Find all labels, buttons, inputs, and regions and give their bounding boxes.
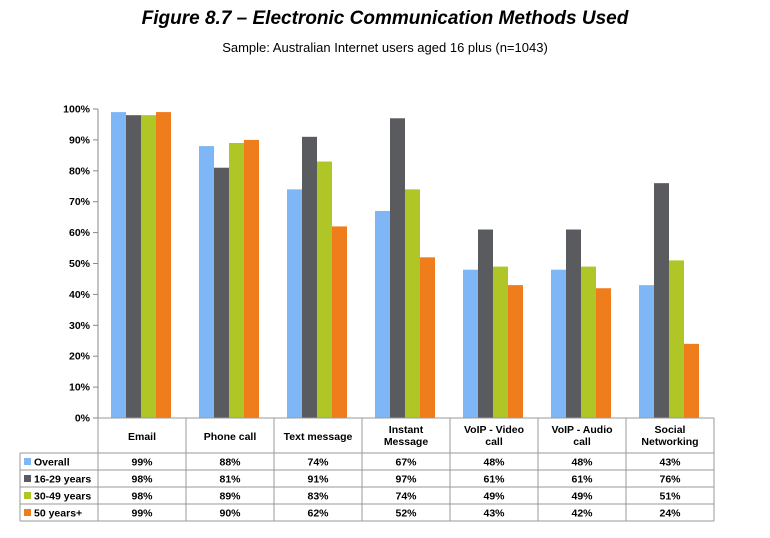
data-label: 49% bbox=[571, 490, 593, 502]
legend-swatch bbox=[24, 492, 31, 499]
legend-swatch bbox=[24, 458, 31, 465]
y-tick-label: 70% bbox=[69, 196, 91, 208]
bar-30-49-years bbox=[317, 161, 332, 418]
x-category-label: Social bbox=[655, 424, 686, 436]
bar-16-29-years bbox=[566, 229, 581, 418]
data-label: 97% bbox=[395, 473, 417, 485]
bar-50-years- bbox=[596, 288, 611, 418]
x-category-label: Phone call bbox=[204, 431, 257, 443]
y-tick-label: 50% bbox=[69, 258, 91, 270]
bar-overall bbox=[639, 285, 654, 418]
bar-overall bbox=[111, 112, 126, 418]
bar-16-29-years bbox=[302, 136, 317, 418]
bar-16-29-years bbox=[654, 183, 669, 418]
legend-swatch bbox=[24, 475, 31, 482]
data-label: 83% bbox=[307, 490, 329, 502]
data-label: 48% bbox=[571, 456, 593, 468]
x-category-label: call bbox=[573, 436, 591, 448]
bar-overall bbox=[199, 146, 214, 418]
chart-title: Figure 8.7 – Electronic Communication Me… bbox=[141, 8, 629, 29]
bar-50-years- bbox=[508, 285, 523, 418]
x-category-label: Text message bbox=[284, 431, 353, 443]
data-label: 91% bbox=[307, 473, 329, 485]
y-tick-label: 80% bbox=[69, 165, 91, 177]
data-label: 98% bbox=[131, 473, 153, 485]
bar-16-29-years bbox=[478, 229, 493, 418]
bar-30-49-years bbox=[229, 142, 244, 419]
data-label: 43% bbox=[659, 456, 681, 468]
data-label: 99% bbox=[131, 507, 153, 519]
legend-label: 30-49 years bbox=[34, 490, 91, 502]
y-tick-label: 60% bbox=[69, 227, 91, 239]
data-label: 51% bbox=[659, 490, 681, 502]
data-label: 99% bbox=[131, 456, 153, 468]
x-category-label: Instant bbox=[389, 424, 424, 436]
x-category-label: call bbox=[485, 436, 503, 448]
data-label: 90% bbox=[219, 507, 241, 519]
legend-swatch bbox=[24, 509, 31, 516]
legend-label: 50 years+ bbox=[34, 507, 82, 519]
x-category-label: Email bbox=[128, 431, 156, 443]
bar-30-49-years bbox=[493, 266, 508, 418]
bar-30-49-years bbox=[669, 260, 684, 418]
bar-30-49-years bbox=[581, 266, 596, 418]
data-label: 98% bbox=[131, 490, 153, 502]
x-category-label: VoIP - Video bbox=[464, 424, 524, 436]
bar-overall bbox=[551, 269, 566, 418]
data-label: 89% bbox=[219, 490, 241, 502]
data-label: 48% bbox=[483, 456, 505, 468]
data-label: 88% bbox=[219, 456, 241, 468]
bar-overall bbox=[287, 189, 302, 418]
bar-16-29-years bbox=[390, 118, 405, 419]
x-category-label: Networking bbox=[641, 436, 698, 448]
bar-50-years- bbox=[684, 343, 699, 418]
x-category-label: VoIP - Audio bbox=[551, 424, 612, 436]
y-tick-label: 100% bbox=[63, 104, 91, 116]
bar-30-49-years bbox=[141, 115, 156, 419]
bar-overall bbox=[375, 210, 390, 418]
data-label: 49% bbox=[483, 490, 505, 502]
y-tick-label: 10% bbox=[69, 382, 91, 394]
bar-16-29-years bbox=[126, 115, 141, 419]
data-label: 43% bbox=[483, 507, 505, 519]
data-label: 61% bbox=[571, 473, 593, 485]
data-label: 67% bbox=[395, 456, 417, 468]
data-label: 62% bbox=[307, 507, 329, 519]
chart-subtitle: Sample: Australian Internet users aged 1… bbox=[222, 40, 548, 55]
bar-50-years- bbox=[244, 139, 259, 418]
data-label: 24% bbox=[659, 507, 681, 519]
bar-50-years- bbox=[420, 257, 435, 418]
data-label: 81% bbox=[219, 473, 241, 485]
bar-50-years- bbox=[332, 226, 347, 418]
data-label: 74% bbox=[395, 490, 417, 502]
data-label: 42% bbox=[571, 507, 593, 519]
legend-label: Overall bbox=[34, 456, 70, 468]
y-tick-label: 30% bbox=[69, 320, 91, 332]
y-tick-label: 40% bbox=[69, 289, 91, 301]
bar-30-49-years bbox=[405, 189, 420, 418]
data-label: 74% bbox=[307, 456, 329, 468]
data-label: 76% bbox=[659, 473, 681, 485]
bar-overall bbox=[463, 269, 478, 418]
y-tick-label: 20% bbox=[69, 351, 91, 363]
bar-16-29-years bbox=[214, 167, 229, 418]
y-tick-label: 90% bbox=[69, 134, 91, 146]
data-label: 61% bbox=[483, 473, 505, 485]
y-tick-label: 0% bbox=[75, 413, 91, 425]
x-category-label: Message bbox=[384, 436, 429, 448]
bar-50-years- bbox=[156, 112, 171, 418]
legend-label: 16-29 years bbox=[34, 473, 91, 485]
data-label: 52% bbox=[395, 507, 417, 519]
